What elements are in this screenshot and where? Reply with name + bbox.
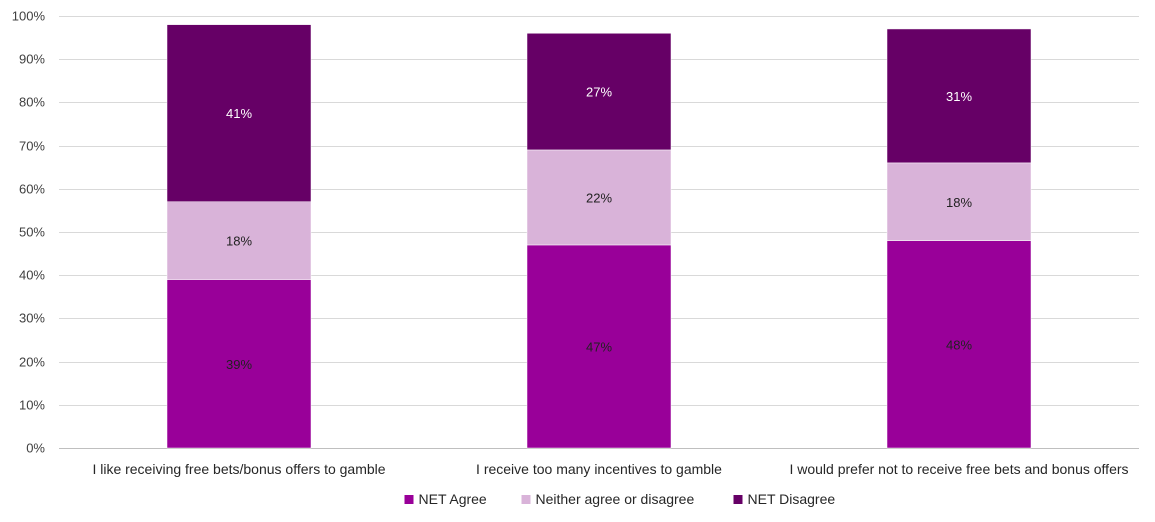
legend-label: NET Disagree [748, 491, 836, 507]
bar-segment [526, 149, 672, 246]
bar-segment [526, 33, 672, 151]
y-tick-label: 90% [19, 52, 45, 67]
legend-label: Neither agree or disagree [536, 491, 695, 507]
bar-segment [886, 162, 1032, 241]
data-label: 39% [226, 357, 252, 372]
legend-label: NET Agree [419, 491, 487, 507]
data-label: 18% [226, 234, 252, 249]
data-label: 18% [946, 195, 972, 210]
y-tick-label: 20% [19, 355, 45, 370]
data-label: 47% [586, 339, 612, 354]
data-label: 48% [946, 337, 972, 352]
y-tick-label: 0% [26, 441, 45, 456]
y-tick-label: 100% [12, 9, 46, 24]
y-tick-label: 60% [19, 182, 45, 197]
x-category-label: I receive too many incentives to gamble [476, 461, 722, 477]
legend-swatch [521, 495, 531, 504]
data-label: 41% [226, 106, 252, 121]
bar-segment [166, 279, 312, 449]
legend-item: Neither agree or disagree [521, 491, 695, 507]
x-category-label: I would prefer not to receive free bets … [789, 461, 1128, 477]
bar-segment [526, 244, 672, 449]
x-axis: I like receiving free bets/bonus offers … [92, 461, 1128, 477]
bar-segment [886, 240, 1032, 449]
bar-segment [166, 24, 312, 203]
y-tick-label: 40% [19, 268, 45, 283]
bar-segment [886, 28, 1032, 164]
legend-item: NET Disagree [733, 491, 836, 507]
x-category-label: I like receiving free bets/bonus offers … [92, 461, 385, 477]
data-label: 22% [586, 190, 612, 205]
y-tick-label: 70% [19, 139, 45, 154]
y-tick-label: 50% [19, 225, 45, 240]
y-axis: 0% 10% 20% 30% 40% 50% 60% 70% 80% 90% 100% [12, 9, 46, 456]
legend-swatch [733, 495, 743, 504]
legend-item: NET Agree [404, 491, 487, 507]
bars: 39% 18% 41% 47% 22% 27% 48% 18% 31% [166, 24, 1032, 449]
legend-swatch [404, 495, 414, 504]
y-tick-label: 30% [19, 311, 45, 326]
bar-segment [166, 201, 312, 280]
legend: NET Agree Neither agree or disagree NET Di… [404, 491, 836, 507]
data-label: 31% [946, 89, 972, 104]
data-label: 27% [586, 85, 612, 100]
y-tick-label: 10% [19, 398, 45, 413]
y-tick-label: 80% [19, 95, 45, 110]
